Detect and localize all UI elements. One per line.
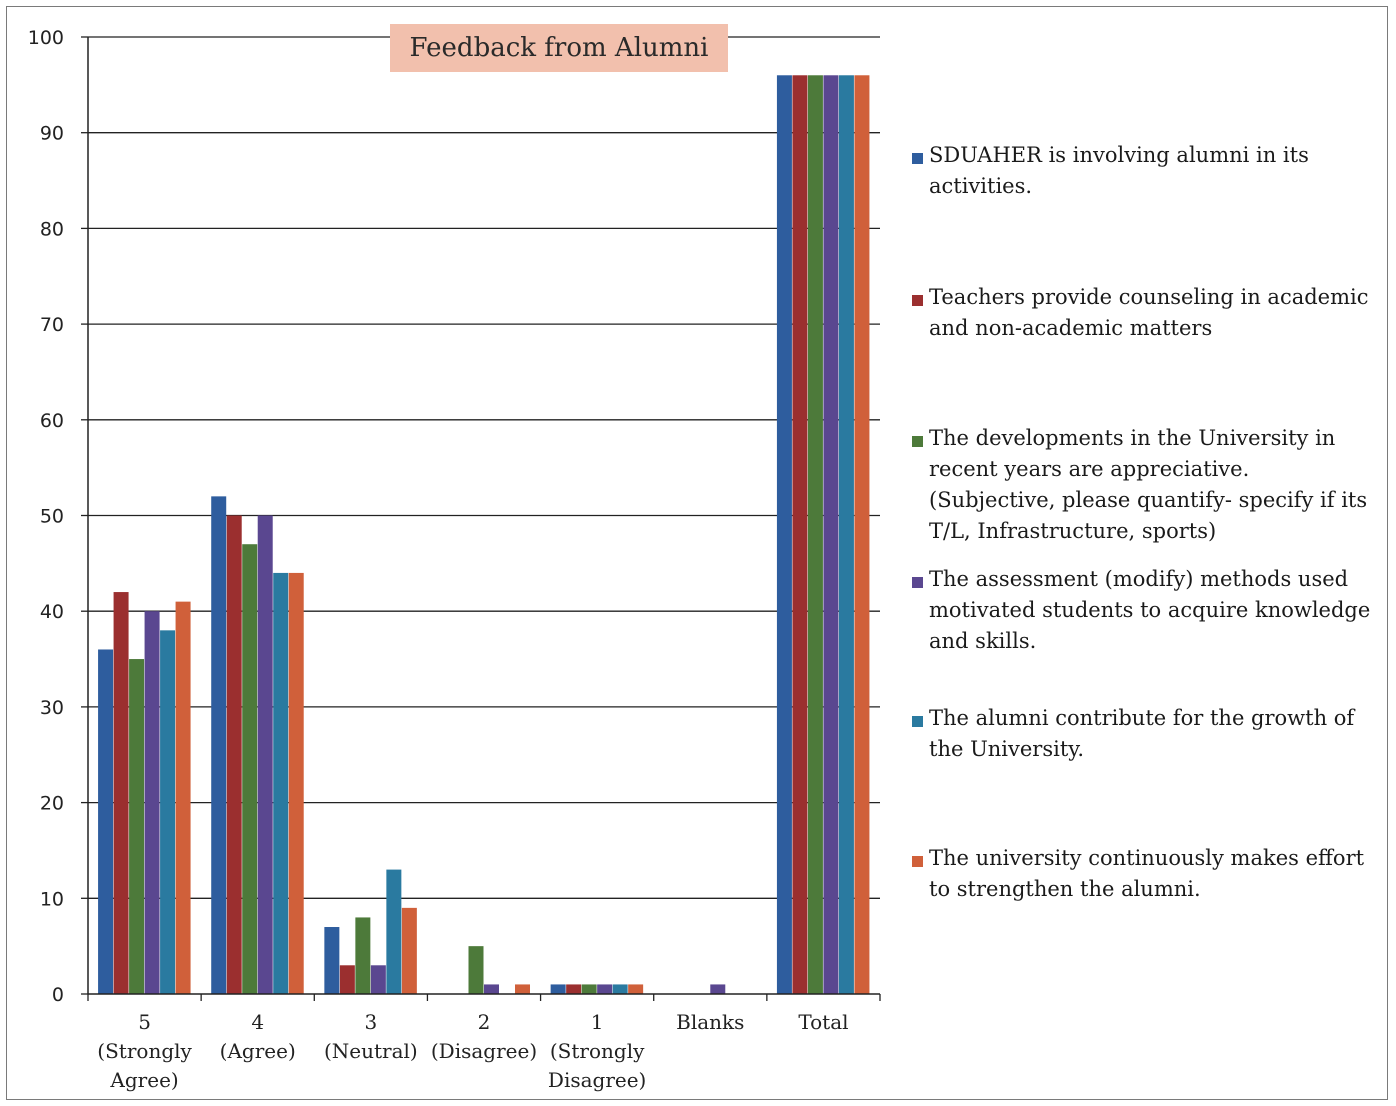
- bar: [160, 630, 176, 994]
- bar: [257, 515, 273, 994]
- legend-label: The assessment (modify) methods used mot…: [929, 567, 1371, 653]
- y-tick-label: 80: [40, 218, 64, 240]
- x-category-label: 2 (Disagree): [431, 1010, 537, 1063]
- x-category-label: 1 (Strongly Disagree): [548, 1010, 646, 1092]
- legend-item: Teachers provide counseling in academic …: [912, 282, 1372, 344]
- legend-item: The developments in the University in re…: [912, 423, 1372, 547]
- x-axis-categories: 5 (Strongly Agree) 4 (Agree) 3 (Neutral)2 (Disa…: [97, 1010, 848, 1092]
- bar: [113, 592, 129, 994]
- bar: [854, 75, 870, 994]
- bar: [226, 515, 242, 994]
- legend-label: SDUAHER is involving alumni in its activ…: [929, 143, 1309, 198]
- bar: [144, 611, 160, 994]
- bar: [242, 544, 258, 994]
- legend-label: The university continuously makes effort…: [929, 846, 1365, 901]
- legend-swatch: [912, 856, 923, 867]
- y-tick-label: 90: [40, 123, 64, 145]
- bar: [710, 984, 726, 994]
- y-tick-label: 40: [40, 601, 64, 623]
- legend-label: Teachers provide counseling in academic …: [929, 285, 1369, 340]
- bar: [628, 984, 644, 994]
- bar: [776, 75, 792, 994]
- bar: [386, 869, 402, 994]
- x-category-label: 5 (Strongly Agree): [97, 1010, 192, 1092]
- y-axis-ticks: 0 10 20 30 40 50 60 70 80 90 100: [28, 27, 88, 1006]
- bars: [98, 75, 870, 994]
- y-tick-label: 100: [28, 27, 64, 49]
- x-category-label: Blanks: [676, 1010, 744, 1034]
- bar: [792, 75, 808, 994]
- legend-item: The alumni contribute for the growth of …: [912, 703, 1372, 765]
- bar: [838, 75, 854, 994]
- y-tick-label: 60: [40, 410, 64, 432]
- bar: [566, 984, 582, 994]
- bar: [370, 965, 386, 994]
- legend-item: SDUAHER is involving alumni in its activ…: [912, 140, 1372, 202]
- y-tick-label: 70: [40, 314, 64, 336]
- bar: [339, 965, 355, 994]
- gridlines: [88, 36, 880, 899]
- legend-swatch: [912, 295, 923, 306]
- bar: [515, 984, 530, 994]
- chart-title: Feedback from Alumni: [409, 33, 709, 63]
- legend-label: The developments in the University in re…: [929, 426, 1368, 543]
- legend-label: The alumni contribute for the growth of …: [929, 706, 1355, 761]
- bar: [273, 572, 289, 994]
- y-tick-label: 0: [52, 984, 64, 1006]
- y-tick-label: 10: [40, 888, 64, 910]
- bar: [98, 649, 114, 994]
- bar: [597, 984, 613, 994]
- bar: [581, 984, 597, 994]
- y-tick-label: 20: [40, 793, 64, 815]
- legend-item: The university continuously makes effort…: [912, 843, 1372, 905]
- legend-swatch: [912, 153, 923, 164]
- legend-swatch: [912, 436, 923, 447]
- y-tick-label: 30: [40, 697, 64, 719]
- y-tick-label: 50: [40, 506, 64, 528]
- bar: [355, 917, 371, 994]
- x-category-label: 4 (Agree): [220, 1010, 296, 1063]
- bar: [211, 496, 227, 994]
- x-category-label: 3 (Neutral): [324, 1010, 418, 1063]
- bar: [612, 984, 628, 994]
- bar: [550, 984, 566, 994]
- legend-swatch: [912, 716, 923, 727]
- bar: [288, 572, 304, 994]
- bar: [129, 659, 145, 994]
- x-category-label: Total: [798, 1010, 848, 1034]
- legend-swatch: [912, 577, 923, 588]
- axes: [87, 37, 881, 1001]
- bar: [823, 75, 839, 994]
- bar: [401, 907, 417, 994]
- bar: [807, 75, 823, 994]
- chart-title-box: Feedback from Alumni: [390, 24, 728, 72]
- bar: [175, 601, 191, 994]
- bar: [484, 984, 499, 994]
- chart-frame: [6, 6, 1388, 1100]
- legend-item: The assessment (modify) methods used mot…: [912, 564, 1372, 657]
- bar: [324, 927, 340, 994]
- bar: [468, 946, 484, 994]
